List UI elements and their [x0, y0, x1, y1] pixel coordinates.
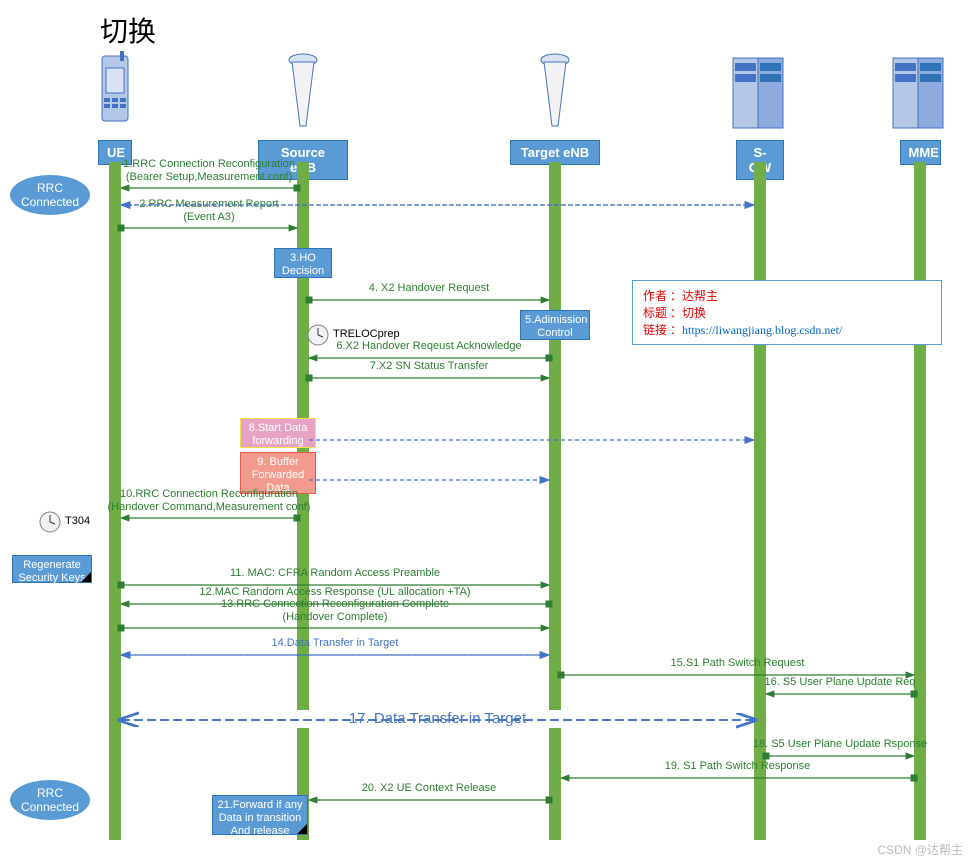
- msg-label-m15: 15.S1 Path Switch Request: [578, 657, 898, 670]
- msg-label-m2: 2.RRC Measurement Report(Event A3): [49, 198, 369, 224]
- msg-label-m14: 14.Data Transfer in Target: [175, 637, 495, 650]
- msg-label-m7: 7.X2 SN Status Transfer: [269, 360, 589, 373]
- msg-label-m6: 6.X2 Handover Reqeust Acknowledge: [269, 340, 589, 353]
- msg-label-m10: 10.RRC Connection Reconfiguration(Handov…: [49, 488, 369, 514]
- msg-label-m11: 11. MAC: CFRA Random Access Preamble: [175, 567, 495, 580]
- lifeline-tgt: [549, 162, 561, 840]
- msg-label-m13: 13.RRC Connection Reconfiguration Comple…: [175, 598, 495, 624]
- sequence-diagram: UE Source eNB Target eNB S-GW MMERRCConn…: [0, 0, 973, 863]
- msg-label-m4: 4. X2 Handover Request: [269, 282, 589, 295]
- msg-label-m18: 18. S5 User Plane Update Rsponse: [680, 738, 973, 751]
- watermark: CSDN @达帮主: [877, 841, 963, 858]
- box-adm: 5.AdimissionControl: [520, 310, 590, 340]
- msg-label-m17: 17. Data Transfer in Target: [278, 710, 598, 728]
- msg-label-m1: 1.RRC Connection Reconfiguration(Bearer …: [49, 158, 369, 184]
- box-startfwd: 8.Start Dataforwarding: [240, 418, 316, 448]
- box-regen: RegenerateSecurity Keys: [12, 555, 92, 583]
- msg-label-m19: 19. S1 Path Switch Response: [578, 760, 898, 773]
- info-card: 作者 ：达帮主标题 ：切换链接 ：https://liwangjiang.blo…: [632, 280, 942, 345]
- timer-label-t1: TRELOCprep: [333, 328, 400, 340]
- box-ho: 3.HODecision: [274, 248, 332, 278]
- state-s2: RRCConnected: [10, 780, 90, 820]
- msg-label-m20: 20. X2 UE Context Release: [269, 782, 589, 795]
- timer-label-t2: T304: [65, 515, 90, 527]
- msg-label-m16: 16. S5 User Plane Update Req: [680, 676, 973, 689]
- box-fwdrel: 21.Forward if anyData in transitionAnd r…: [212, 795, 308, 835]
